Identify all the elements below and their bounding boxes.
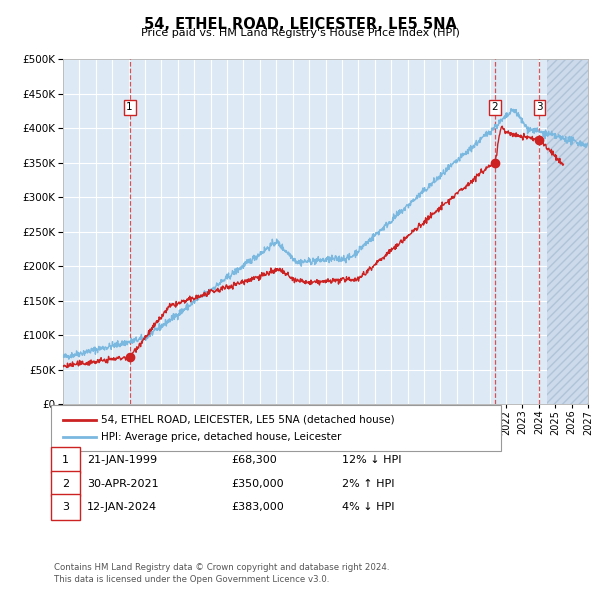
Text: Contains HM Land Registry data © Crown copyright and database right 2024.
This d: Contains HM Land Registry data © Crown c… [54,563,389,584]
Bar [547,59,588,404]
Text: 54, ETHEL ROAD, LEICESTER, LE5 5NA: 54, ETHEL ROAD, LEICESTER, LE5 5NA [143,17,457,31]
Text: £350,000: £350,000 [231,479,284,489]
Text: £383,000: £383,000 [231,503,284,512]
Text: 2% ↑ HPI: 2% ↑ HPI [342,479,395,489]
Text: 2: 2 [62,479,69,489]
Text: Price paid vs. HM Land Registry's House Price Index (HPI): Price paid vs. HM Land Registry's House … [140,28,460,38]
Text: 1: 1 [62,455,69,465]
Text: 12-JAN-2024: 12-JAN-2024 [87,503,157,512]
Text: 4% ↓ HPI: 4% ↓ HPI [342,503,395,512]
Text: 2: 2 [491,102,498,112]
Text: 3: 3 [536,102,543,112]
Text: HPI: Average price, detached house, Leicester: HPI: Average price, detached house, Leic… [101,432,341,442]
Text: 30-APR-2021: 30-APR-2021 [87,479,158,489]
Text: £68,300: £68,300 [231,455,277,465]
Text: 12% ↓ HPI: 12% ↓ HPI [342,455,401,465]
Text: 54, ETHEL ROAD, LEICESTER, LE5 5NA (detached house): 54, ETHEL ROAD, LEICESTER, LE5 5NA (deta… [101,415,394,425]
Text: 1: 1 [126,102,133,112]
Text: 3: 3 [62,503,69,512]
Text: 21-JAN-1999: 21-JAN-1999 [87,455,157,465]
